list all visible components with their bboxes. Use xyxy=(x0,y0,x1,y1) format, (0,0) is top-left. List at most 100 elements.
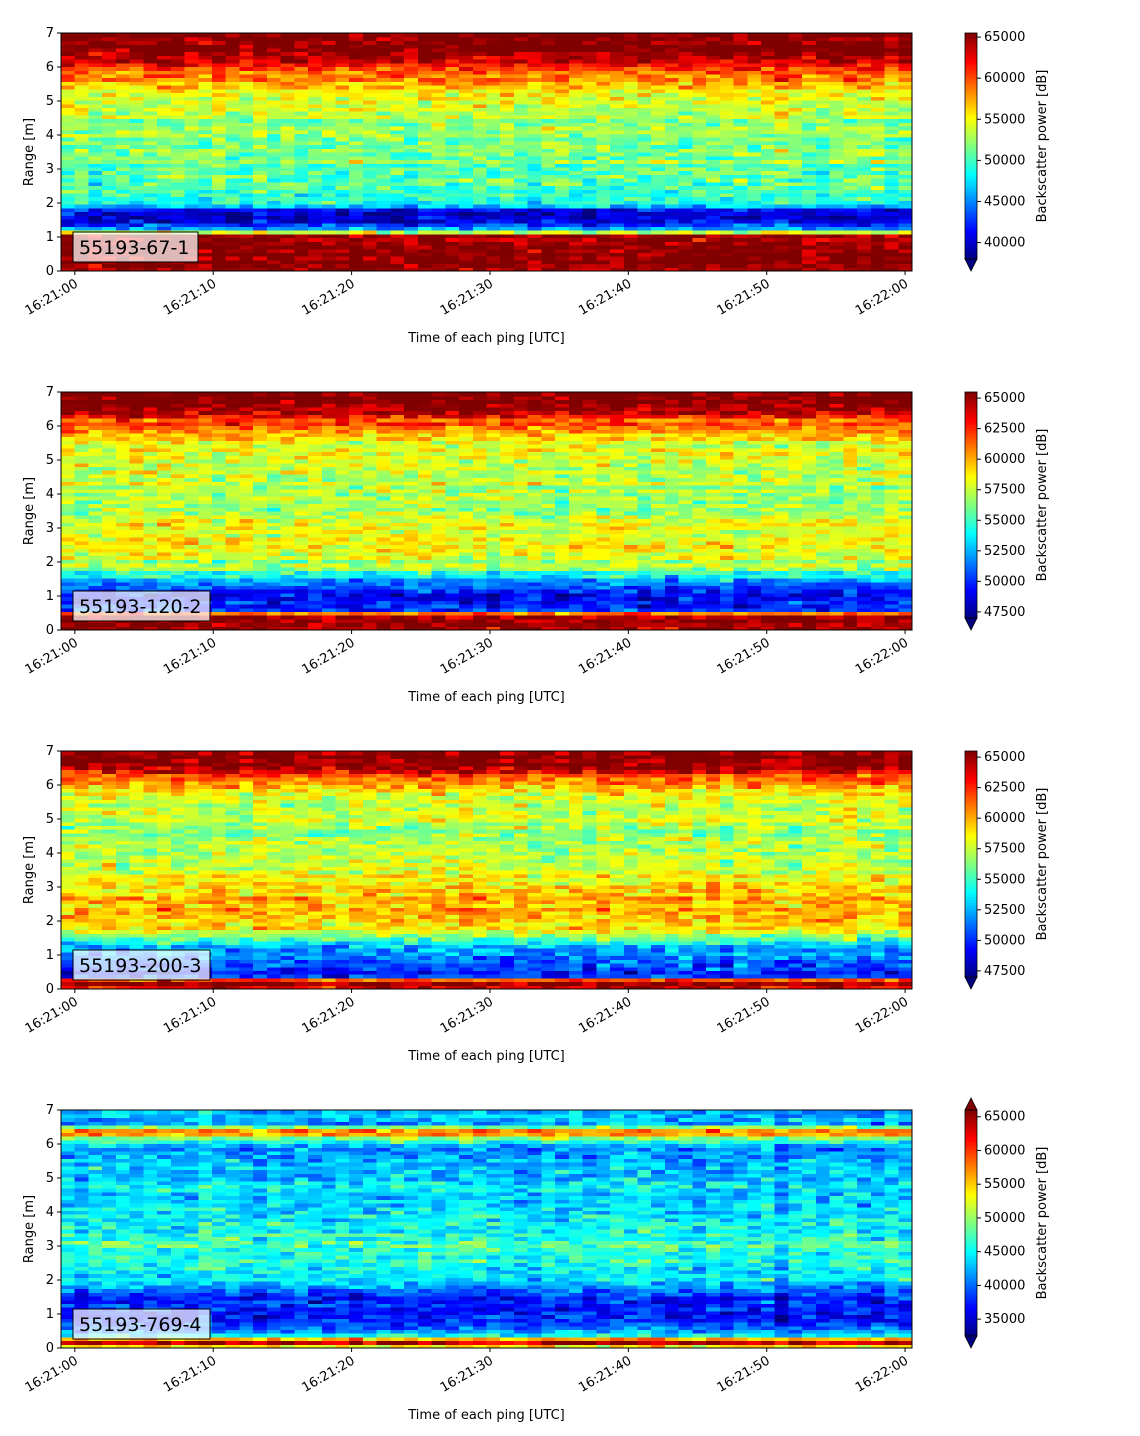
heatmap-cell xyxy=(266,140,282,146)
heatmap-cell xyxy=(184,533,199,538)
heatmap-cell xyxy=(761,73,776,79)
heatmap-cell xyxy=(857,129,872,135)
heatmap-cell xyxy=(884,159,899,164)
heatmap-cell xyxy=(74,555,90,560)
heatmap-cell xyxy=(541,226,556,231)
heatmap-cell xyxy=(582,218,597,224)
heatmap-cell xyxy=(184,496,199,501)
heatmap-cell xyxy=(706,118,721,123)
heatmap-cell xyxy=(513,166,529,172)
heatmap-cell xyxy=(404,118,419,123)
heatmap-cell xyxy=(225,33,241,38)
heatmap-cell xyxy=(157,196,172,201)
heatmap-cell xyxy=(623,181,639,187)
heatmap-cell xyxy=(253,73,268,79)
heatmap-cell xyxy=(678,207,693,213)
heatmap-cell xyxy=(596,125,611,131)
heatmap-cell xyxy=(582,159,597,164)
heatmap-cell xyxy=(61,73,76,79)
heatmap-cell xyxy=(857,159,872,164)
heatmap-cell xyxy=(349,70,364,75)
heatmap-cell xyxy=(321,166,337,172)
heatmap-cell xyxy=(527,73,543,79)
heatmap-cell xyxy=(500,85,515,90)
heatmap-cell xyxy=(568,226,584,231)
heatmap-cell xyxy=(239,525,254,531)
heatmap-cell xyxy=(390,152,405,157)
heatmap-cell xyxy=(719,55,735,60)
heatmap-cell xyxy=(513,230,529,235)
heatmap-cell xyxy=(692,259,707,265)
heatmap-cell xyxy=(362,256,378,261)
heatmap-cell xyxy=(596,237,611,242)
heatmap-cell xyxy=(376,192,392,198)
heatmap-cell xyxy=(308,241,323,246)
heatmap-cell xyxy=(88,51,103,56)
heatmap-cell xyxy=(321,62,337,68)
heatmap-cell xyxy=(692,47,707,53)
heatmap-cell xyxy=(129,585,144,590)
heatmap-cell xyxy=(211,466,227,471)
heatmap-cell xyxy=(390,230,405,235)
heatmap-cell xyxy=(610,88,625,94)
heatmap-cell xyxy=(225,62,241,68)
heatmap-cell xyxy=(170,477,186,482)
colorbar-segment xyxy=(965,133,977,137)
heatmap-cell xyxy=(61,55,76,60)
heatmap-cell xyxy=(486,33,501,38)
heatmap-cell xyxy=(747,192,762,198)
heatmap-cell xyxy=(362,148,378,153)
heatmap-cell xyxy=(239,36,254,42)
heatmap-cell xyxy=(747,129,762,135)
heatmap-cell xyxy=(61,537,76,542)
heatmap-cell xyxy=(321,215,337,220)
heatmap-cell xyxy=(74,163,90,168)
heatmap-cell xyxy=(225,626,241,631)
heatmap-cell xyxy=(788,122,803,127)
heatmap-cell xyxy=(747,73,762,79)
heatmap-cell xyxy=(184,444,199,449)
heatmap-cell xyxy=(568,122,584,127)
heatmap-cell xyxy=(170,540,186,546)
heatmap-cell xyxy=(802,196,817,201)
heatmap-cell xyxy=(568,77,584,82)
heatmap-cell xyxy=(761,33,776,38)
heatmap-cell xyxy=(115,507,131,512)
heatmap-cell xyxy=(280,148,295,153)
heatmap-cell xyxy=(349,152,364,157)
heatmap-cell xyxy=(610,192,625,198)
heatmap-cell xyxy=(898,189,913,194)
heatmap-cell xyxy=(527,144,543,149)
heatmap-cell xyxy=(157,62,172,68)
heatmap-cell xyxy=(376,226,392,231)
heatmap-cell xyxy=(431,267,446,272)
heatmap-cell xyxy=(733,230,748,235)
heatmap-cell xyxy=(664,267,680,272)
heatmap-cell xyxy=(170,73,186,79)
heatmap-cell xyxy=(445,118,460,123)
heatmap-cell xyxy=(349,73,364,79)
heatmap-cell xyxy=(184,85,199,90)
heatmap-cell xyxy=(431,62,446,68)
heatmap-cell xyxy=(445,189,460,194)
heatmap-cell xyxy=(211,392,227,397)
heatmap-cell xyxy=(651,218,666,224)
heatmap-cell xyxy=(637,59,652,64)
colorbar-segment xyxy=(965,53,977,57)
heatmap-cell xyxy=(623,81,639,86)
heatmap-cell xyxy=(857,230,872,235)
heatmap-cell xyxy=(857,88,872,94)
heatmap-cell xyxy=(774,99,790,105)
heatmap-cell xyxy=(459,129,474,135)
heatmap-cell xyxy=(596,252,611,257)
heatmap-cell xyxy=(431,70,446,75)
heatmap-cell xyxy=(761,196,776,201)
heatmap-cell xyxy=(404,140,419,146)
heatmap-cell xyxy=(280,81,295,86)
heatmap-cell xyxy=(280,267,295,272)
heatmap-cell xyxy=(88,574,103,579)
heatmap-cell xyxy=(815,185,831,190)
heatmap-cell xyxy=(829,47,844,53)
heatmap-cell xyxy=(788,259,803,265)
heatmap-cell xyxy=(157,406,172,412)
